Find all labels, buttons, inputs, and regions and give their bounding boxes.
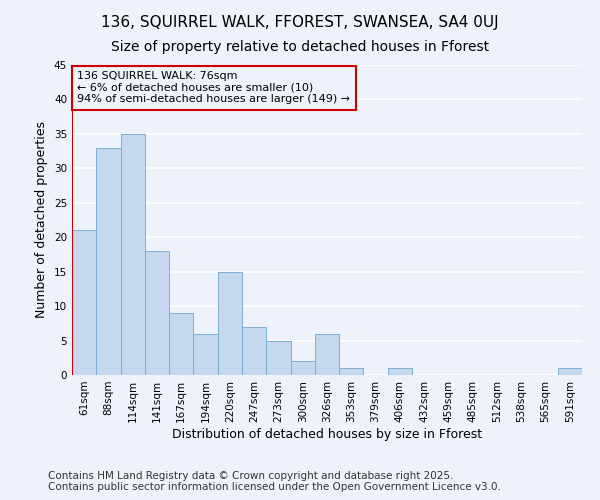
Bar [96, 148, 121, 375]
Bar [242, 327, 266, 375]
Bar [193, 334, 218, 375]
Bar [315, 334, 339, 375]
Text: Size of property relative to detached houses in Fforest: Size of property relative to detached ho… [111, 40, 489, 54]
X-axis label: Distribution of detached houses by size in Fforest: Distribution of detached houses by size … [172, 428, 482, 440]
Bar [72, 230, 96, 375]
Y-axis label: Number of detached properties: Number of detached properties [35, 122, 49, 318]
Bar [558, 368, 582, 375]
Bar [290, 361, 315, 375]
Bar [121, 134, 145, 375]
Bar [266, 340, 290, 375]
Text: 136, SQUIRREL WALK, FFOREST, SWANSEA, SA4 0UJ: 136, SQUIRREL WALK, FFOREST, SWANSEA, SA… [101, 15, 499, 30]
Bar [388, 368, 412, 375]
Text: 136 SQUIRREL WALK: 76sqm
← 6% of detached houses are smaller (10)
94% of semi-de: 136 SQUIRREL WALK: 76sqm ← 6% of detache… [77, 71, 350, 104]
Text: Contains HM Land Registry data © Crown copyright and database right 2025.
Contai: Contains HM Land Registry data © Crown c… [48, 471, 501, 492]
Bar [169, 313, 193, 375]
Bar [339, 368, 364, 375]
Bar [145, 251, 169, 375]
Bar [218, 272, 242, 375]
